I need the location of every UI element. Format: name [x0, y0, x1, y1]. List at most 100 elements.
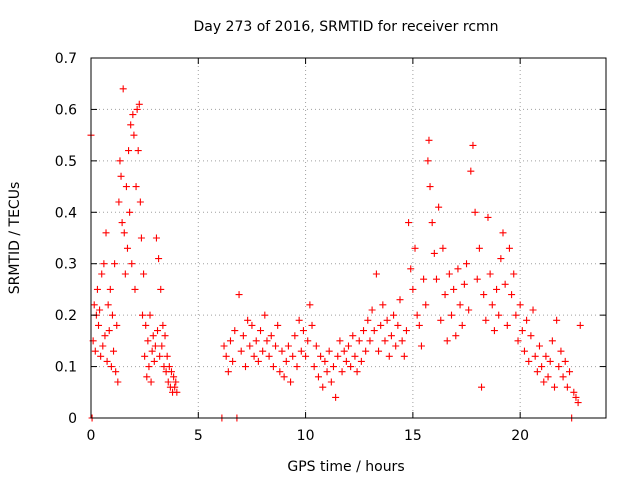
data-point	[272, 342, 280, 350]
data-point	[156, 352, 164, 360]
data-point	[576, 321, 584, 329]
data-point	[101, 332, 109, 340]
data-point	[120, 229, 128, 237]
data-point	[137, 234, 145, 242]
data-point	[151, 342, 159, 350]
data-point	[155, 255, 163, 263]
data-point	[490, 327, 498, 335]
data-point	[164, 378, 172, 386]
data-point	[551, 383, 558, 391]
data-point	[428, 219, 436, 227]
data-point	[563, 383, 571, 391]
data-point	[368, 306, 376, 314]
data-point	[317, 352, 325, 360]
data-point	[381, 337, 389, 345]
data-point	[91, 347, 99, 355]
data-point	[535, 342, 543, 350]
data-point	[327, 378, 335, 386]
data-point	[144, 337, 152, 345]
data-point	[282, 357, 290, 365]
data-point	[392, 342, 400, 350]
data-point	[248, 321, 256, 329]
data-point	[261, 311, 269, 319]
data-point	[420, 275, 428, 283]
data-point	[134, 147, 142, 155]
data-point	[538, 363, 546, 371]
data-point	[379, 301, 387, 309]
data-point	[226, 337, 234, 345]
data-point	[482, 316, 490, 324]
data-point	[351, 352, 359, 360]
data-point	[163, 352, 171, 360]
data-point	[372, 270, 380, 278]
data-point	[514, 337, 522, 345]
data-point	[112, 368, 120, 376]
data-point	[147, 378, 155, 386]
data-point	[133, 105, 141, 113]
data-point	[319, 383, 327, 391]
data-point	[533, 368, 541, 376]
data-point	[398, 337, 406, 345]
data-point	[495, 311, 503, 319]
data-point	[396, 296, 404, 304]
data-point	[561, 357, 569, 365]
data-point	[574, 399, 582, 407]
data-point	[409, 285, 417, 293]
data-point	[411, 244, 419, 252]
data-point	[572, 393, 580, 401]
data-point	[142, 321, 150, 329]
data-point	[349, 332, 357, 340]
plot-frame	[90, 57, 607, 419]
data-point	[284, 342, 292, 350]
data-point	[306, 301, 314, 309]
data-point	[235, 291, 243, 299]
data-point	[149, 332, 157, 340]
data-point	[518, 327, 526, 335]
data-point	[302, 352, 310, 360]
data-point	[173, 388, 181, 396]
data-point	[135, 100, 143, 108]
data-point	[460, 280, 468, 288]
data-point	[150, 357, 158, 365]
data-point	[385, 352, 393, 360]
data-point	[280, 373, 288, 381]
data-point	[450, 285, 458, 293]
y-axis-label: SRMTID / TECUs	[7, 182, 23, 295]
data-point	[171, 383, 179, 391]
data-point	[107, 363, 115, 371]
data-point	[405, 219, 413, 227]
data-point	[152, 234, 160, 242]
data-point	[104, 301, 112, 309]
data-point	[353, 368, 361, 376]
data-point	[415, 321, 423, 329]
data-point	[426, 183, 434, 191]
data-point	[269, 363, 277, 371]
data-point	[505, 244, 513, 252]
data-point	[267, 332, 275, 340]
data-point	[257, 327, 265, 335]
data-point	[366, 337, 374, 345]
data-point	[297, 347, 305, 355]
data-point	[555, 363, 563, 371]
data-point	[529, 306, 537, 314]
data-point	[126, 208, 134, 216]
data-point	[362, 347, 370, 355]
data-point	[478, 383, 486, 391]
data-point	[387, 332, 395, 340]
data-point	[252, 337, 260, 345]
data-point	[329, 363, 337, 371]
data-point	[291, 332, 299, 340]
y-tick-label: 0.3	[55, 257, 77, 273]
data-point	[123, 244, 131, 252]
data-point	[172, 378, 180, 386]
data-point	[325, 347, 333, 355]
data-point	[439, 244, 447, 252]
data-point	[458, 321, 466, 329]
data-point	[465, 306, 473, 314]
data-point	[473, 275, 481, 283]
data-point	[430, 249, 438, 257]
data-point	[220, 342, 228, 350]
data-point	[304, 337, 312, 345]
data-point	[553, 316, 561, 324]
